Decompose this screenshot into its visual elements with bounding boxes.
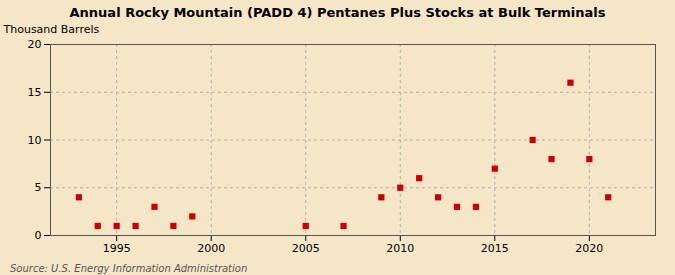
svg-text:10: 10: [28, 134, 42, 147]
svg-text:15: 15: [28, 86, 42, 99]
html-text:Source: U.S. Energy Informatio: Source: U.S. Energy Information Administ…: [10, 263, 248, 274]
svg-text:20: 20: [28, 38, 42, 51]
html-text:Annual Rocky Mountain (PADD 4): Annual Rocky Mountain (PADD 4) Pentanes …: [69, 5, 606, 20]
svg-text:1995: 1995: [103, 242, 131, 255]
svg-text:2020: 2020: [575, 242, 603, 255]
svg-text:0: 0: [35, 229, 42, 242]
svg-text:5: 5: [35, 181, 42, 194]
svg-text:Thousand Barrels: Thousand Barrels: [3, 23, 100, 36]
svg-text:2010: 2010: [386, 242, 414, 255]
svg-text:2015: 2015: [481, 242, 509, 255]
svg-text:2000: 2000: [197, 242, 225, 255]
svg-text:2005: 2005: [292, 242, 320, 255]
